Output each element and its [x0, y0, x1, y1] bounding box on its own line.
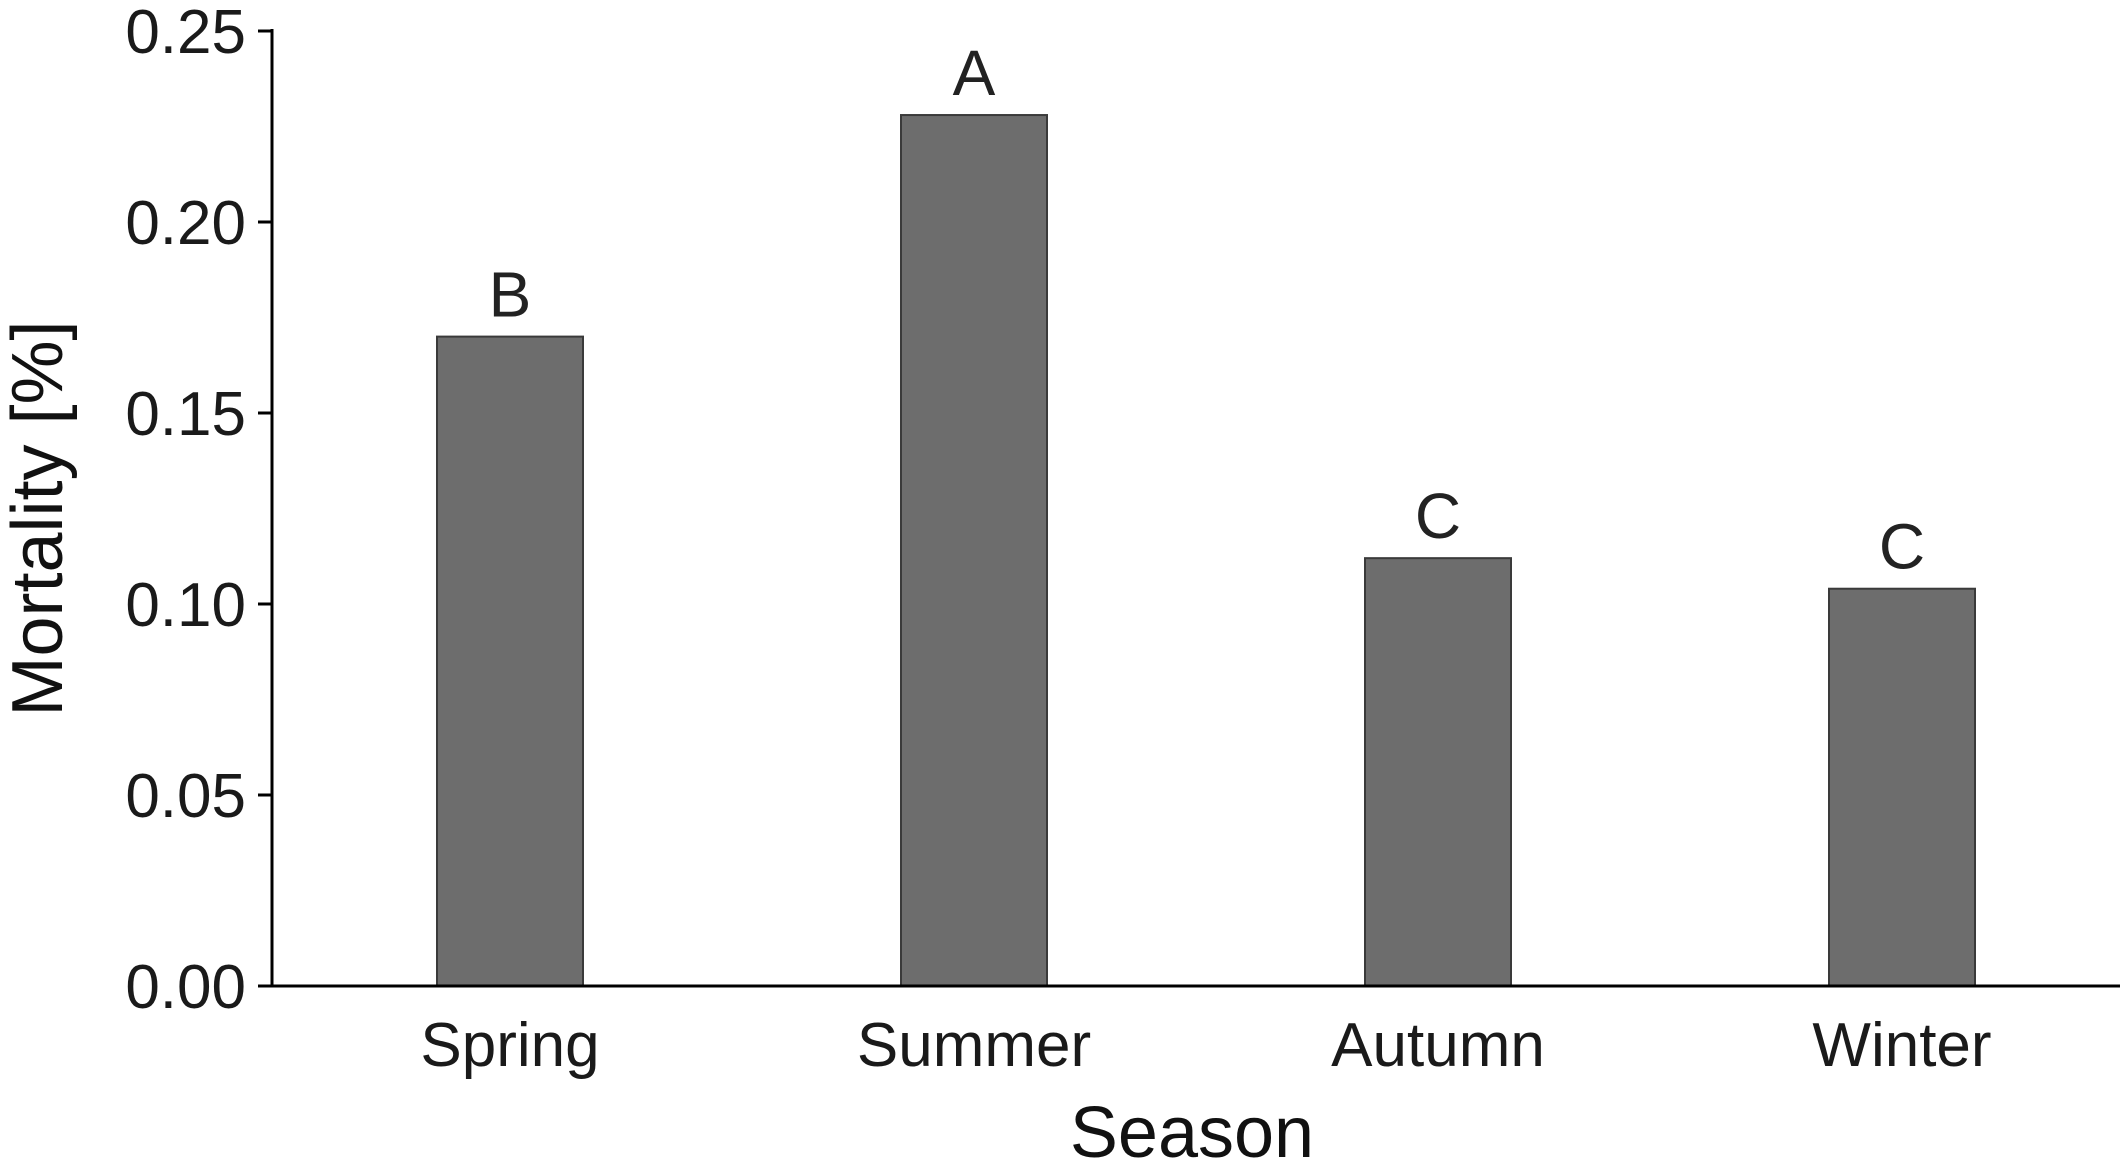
- x-tick-label: Winter: [1812, 1011, 1991, 1080]
- bar-group-label: C: [1415, 480, 1461, 552]
- x-axis-title: Season: [1070, 1093, 1314, 1163]
- bar-summer: [900, 114, 1048, 988]
- y-tick-label: 0.00: [125, 953, 246, 1022]
- x-tick-label: Spring: [420, 1011, 599, 1080]
- y-tick-label: 0.20: [125, 189, 246, 258]
- bars: B A C C: [436, 37, 1976, 988]
- x-axis-tick-labels: Spring Summer Autumn Winter: [420, 1011, 1991, 1080]
- y-axis-ticks: 0.00 0.05 0.10 0.15 0.20 0.25: [125, 0, 272, 1022]
- bar-spring: [436, 335, 584, 988]
- y-tick-label: 0.10: [125, 571, 246, 640]
- bar-autumn: [1364, 557, 1512, 987]
- bar-group-label: B: [489, 259, 532, 331]
- x-tick-label: Summer: [857, 1011, 1091, 1080]
- bar-winter: [1828, 587, 1976, 987]
- bar-group-label: A: [953, 37, 996, 109]
- bar-group-label: C: [1879, 511, 1925, 583]
- y-tick-label: 0.05: [125, 762, 246, 831]
- x-tick-label: Autumn: [1331, 1011, 1545, 1080]
- y-tick-label: 0.25: [125, 0, 246, 67]
- y-tick-label: 0.15: [125, 380, 246, 449]
- y-axis-title: Mortality [%]: [0, 320, 78, 716]
